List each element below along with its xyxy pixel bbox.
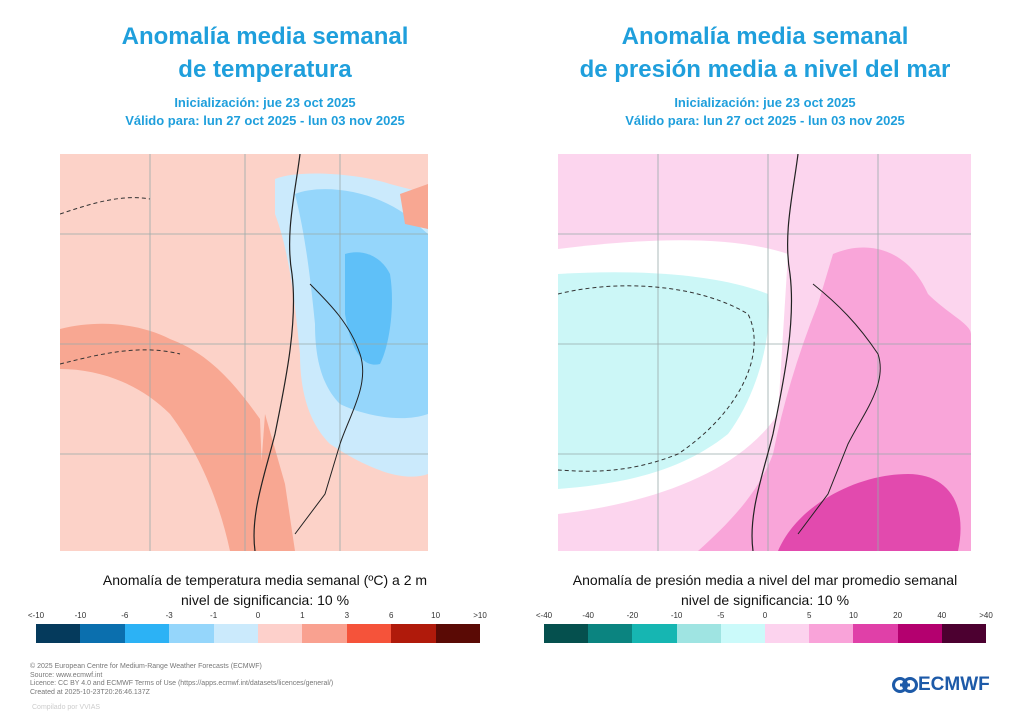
tick-label: 0 [255, 611, 261, 620]
tick-label: 0 [762, 611, 768, 620]
init-date: Inicialización: jue 23 oct 2025 [174, 95, 356, 110]
title-line-1: Anomalía media semanal [121, 23, 409, 50]
temperature-title: Anomalía media semanal de temperatura [0, 20, 530, 86]
valid-range: Válido para: lun 27 oct 2025 - lun 03 no… [125, 113, 405, 128]
ecmwf-logo-icon [892, 677, 918, 693]
colorbar-segment [720, 624, 766, 643]
colorbar-segment [169, 624, 214, 643]
colorbar-segment [588, 624, 633, 643]
colorbar-segment [853, 624, 898, 643]
tick-label: 5 [806, 611, 812, 620]
tick-label: 1 [300, 611, 305, 620]
temperature-colorbar-ticks: <-10 -10 -6 -3 -1 0 1 3 6 10 >10 [28, 611, 487, 623]
tick-label: >10 [473, 611, 487, 620]
footer-line: Created at 2025-10-23T20:26:46.137Z [30, 688, 150, 696]
footer-line: © 2025 European Centre for Medium-Range … [30, 663, 262, 670]
colorbar-segment [258, 624, 303, 643]
ecmwf-logo-text: ECMWF [918, 674, 990, 695]
tick-label: -3 [165, 611, 173, 620]
colorbar-segment [941, 624, 987, 643]
tick-label: 10 [431, 611, 441, 620]
title-line-1: Anomalía media semanal [621, 23, 909, 50]
init-date: Inicialización: jue 23 oct 2025 [674, 95, 856, 110]
tick-label: -40 [582, 611, 594, 620]
tick-label: 6 [388, 611, 394, 620]
temperature-caption: Anomalía de temperatura media semanal (º… [0, 570, 530, 610]
compiled-by: Compilado por VVIAS [32, 704, 101, 711]
tick-label: -5 [717, 611, 725, 620]
colorbar-segment [676, 624, 721, 643]
colorbar-segment [346, 624, 392, 643]
pressure-caption: Anomalía de presión media a nivel del ma… [500, 570, 1024, 610]
temperature-colorbar [36, 624, 481, 643]
caption-text: Anomalía de presión media a nivel del ma… [572, 572, 958, 588]
tick-label: 3 [344, 611, 350, 620]
colorbar-segment [213, 624, 259, 643]
colorbar-segment [544, 624, 589, 643]
temperature-anomaly-map [60, 154, 428, 551]
tick-label: 40 [937, 611, 947, 620]
pressure-title: Anomalía media semanal de presión media … [500, 20, 1024, 86]
colorbar-segment [765, 624, 810, 643]
valid-range: Válido para: lun 27 oct 2025 - lun 03 no… [625, 113, 905, 128]
colorbar-segment [302, 624, 347, 643]
significance-text: nivel de significancia: 10 % [680, 592, 850, 608]
colorbar-segment [897, 624, 942, 643]
tick-label: <-40 [535, 611, 553, 620]
colorbar-segment [391, 624, 436, 643]
colorbar-segment [809, 624, 854, 643]
tick-label: -20 [626, 611, 639, 620]
pressure-anomaly-map [558, 154, 971, 551]
title-line-2: de presión media a nivel del mar [579, 56, 951, 83]
footer-line: Licence: CC BY 4.0 and ECMWF Terms of Us… [30, 680, 334, 687]
colorbar-segment [124, 624, 170, 643]
colorbar-segment [36, 624, 81, 643]
ecmwf-logo: ECMWF [892, 674, 990, 696]
footer-line: Source: www.ecmwf.int [30, 671, 103, 679]
pressure-colorbar [544, 624, 987, 643]
temperature-dates: Inicialización: jue 23 oct 2025 Válido p… [0, 94, 530, 130]
colorbar-segment [80, 624, 125, 643]
colorbar-segment [435, 624, 481, 643]
tick-label: -6 [121, 611, 129, 620]
copyright-footer: © 2025 European Centre for Medium-Range … [30, 663, 333, 697]
tick-label: 20 [893, 611, 903, 620]
pressure-dates: Inicialización: jue 23 oct 2025 Válido p… [500, 94, 1024, 130]
tick-label: >40 [979, 611, 993, 620]
tick-label: -10 [670, 611, 683, 620]
title-line-2: de temperatura [178, 56, 352, 83]
colorbar-segment [632, 624, 677, 643]
tick-label: 10 [848, 611, 858, 620]
caption-text: Anomalía de temperatura media semanal (º… [102, 572, 428, 588]
significance-text: nivel de significancia: 10 % [180, 592, 350, 608]
tick-label: -1 [210, 611, 218, 620]
pressure-colorbar-ticks: <-40 -40 -20 -10 -5 0 5 10 20 40 >40 [536, 611, 993, 623]
tick-label: <-10 [27, 611, 45, 620]
tick-label: -10 [74, 611, 87, 620]
